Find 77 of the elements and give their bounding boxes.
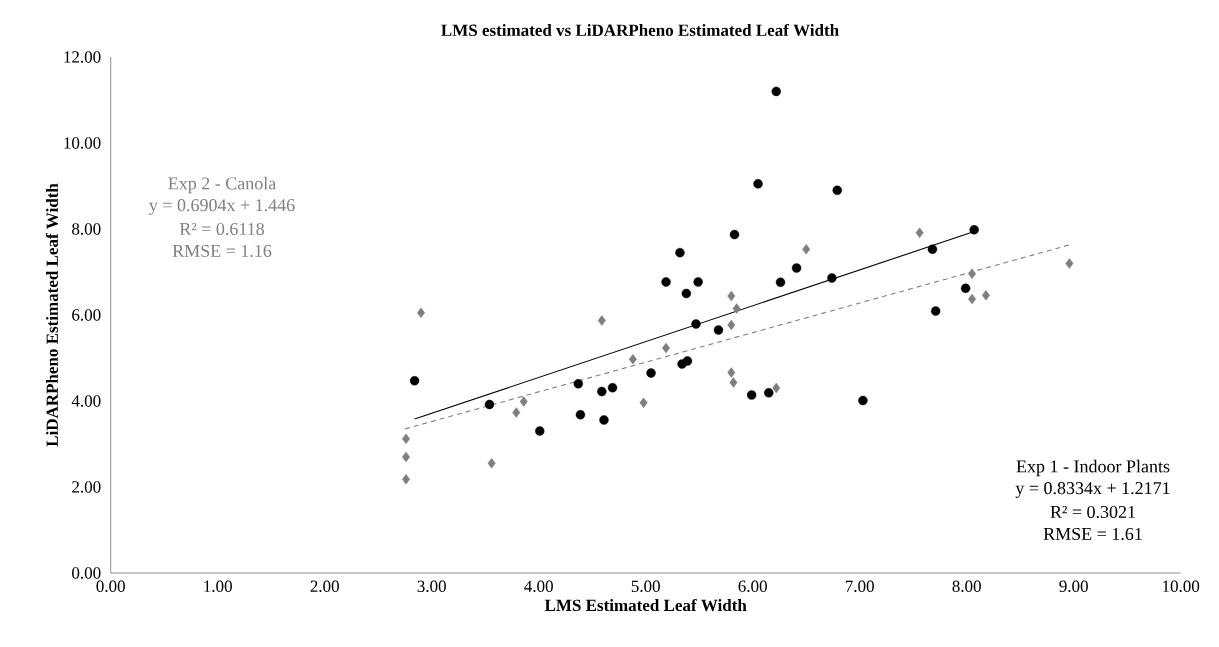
point	[827, 273, 837, 283]
point	[732, 303, 741, 314]
y-tick-label: 10.00	[64, 137, 101, 149]
x-tick-label: 2.00	[310, 580, 339, 593]
point	[691, 319, 701, 329]
point	[1065, 258, 1074, 269]
point	[968, 268, 976, 279]
annotation: R² = 0.3021	[1050, 505, 1135, 519]
point	[915, 227, 924, 239]
x-tick-label: 0.00	[96, 580, 125, 593]
y-tick-label: 0.00	[72, 567, 101, 579]
y-tick-label: 6.00	[72, 309, 101, 321]
x-tick-label: 8.00	[952, 580, 981, 593]
point	[969, 225, 979, 235]
point	[764, 388, 774, 398]
point	[628, 354, 637, 365]
point	[772, 382, 781, 394]
y-tick-label: 8.00	[72, 223, 101, 235]
point	[791, 263, 802, 273]
point	[927, 244, 938, 254]
x-axis-title: LMS Estimated Leaf Width	[544, 598, 747, 612]
point	[753, 179, 763, 189]
x-tick-label: 4.00	[524, 580, 553, 593]
annotation: y = 0.8334x + 1.2171	[1015, 482, 1170, 498]
point	[535, 426, 545, 436]
point	[802, 244, 811, 255]
x-tick-label: 1.00	[204, 580, 232, 593]
x-tick-label: 6.00	[738, 580, 767, 593]
point	[512, 407, 521, 418]
y-tick-label: 12.00	[64, 51, 101, 63]
annotation: Exp 2 - Canola	[168, 176, 277, 194]
point	[573, 379, 583, 389]
point	[729, 229, 740, 240]
annotation: RMSE = 1.61	[1043, 527, 1142, 541]
point	[682, 356, 693, 366]
annotation: y = 0.6904x + 1.446	[149, 199, 295, 215]
point	[484, 399, 495, 410]
y-tick-label: 4.00	[71, 395, 101, 407]
point	[713, 325, 724, 335]
point	[858, 395, 868, 406]
x-tick-label: 3.00	[417, 580, 446, 593]
point	[487, 458, 496, 469]
point	[402, 474, 410, 485]
point	[409, 376, 420, 386]
point	[693, 277, 703, 287]
point	[727, 367, 736, 378]
point	[727, 319, 736, 331]
point	[599, 415, 609, 425]
point	[960, 283, 971, 294]
point	[681, 288, 692, 299]
x-tick-label: 9.00	[1059, 580, 1088, 593]
point	[771, 86, 781, 97]
x-tick-label: 5.00	[631, 580, 660, 593]
annotation: R² = 0.6118	[179, 222, 265, 236]
point	[982, 290, 990, 301]
point	[575, 410, 586, 420]
point	[727, 290, 736, 302]
point	[832, 185, 842, 195]
annotation: RMSE = 1.16	[172, 244, 272, 258]
point	[646, 368, 656, 378]
point	[729, 377, 738, 388]
point	[639, 397, 648, 408]
point	[930, 306, 941, 316]
point	[519, 396, 528, 407]
x-tick-label: 10.00	[1163, 580, 1200, 593]
x-tick-label: 7.00	[845, 580, 874, 593]
point	[607, 382, 618, 393]
point	[775, 277, 786, 288]
annotation: Exp 1 - Indoor Plants	[1016, 459, 1170, 477]
point	[597, 386, 607, 397]
point	[746, 390, 757, 400]
point	[675, 247, 685, 258]
y-tick-label: 2.00	[72, 481, 101, 493]
chart-title: LMS estimated vs LiDARPheno Estimated Leaf Width	[441, 23, 839, 37]
point	[661, 277, 671, 287]
point	[597, 315, 606, 326]
y-axis-title: LiDARPheno Estimated Leaf Width	[45, 183, 59, 447]
